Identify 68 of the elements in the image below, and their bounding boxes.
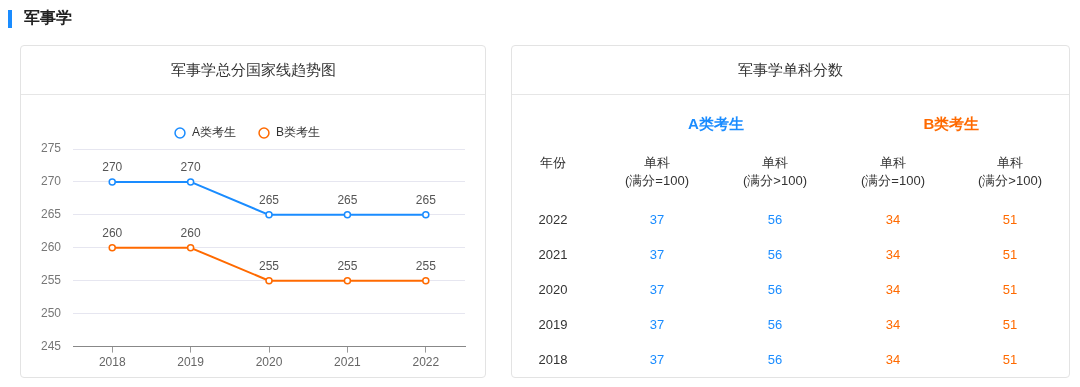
legend-label: A类考生 <box>192 125 237 140</box>
data-label: 255 <box>415 259 437 274</box>
data-label: 265 <box>259 193 280 208</box>
data-label: 37 <box>648 281 666 299</box>
legend-label: B类考生 <box>276 125 321 140</box>
data-label: 255 <box>337 259 358 274</box>
point <box>265 211 273 219</box>
data-label: 51 <box>1001 246 1019 264</box>
chart-title: 军事学总分国家线趋势图 <box>21 46 485 95</box>
point <box>422 276 430 285</box>
data-label: 37 <box>648 351 666 369</box>
x-tick-label: 单科 (满分>100) <box>742 154 808 190</box>
data-label: 56 <box>766 246 784 264</box>
data-label: 260 <box>102 226 123 241</box>
x-tick-label: 单科 (满分=100) <box>624 154 690 190</box>
data-label: 37 <box>648 246 666 264</box>
x-tick-label: 2018 <box>98 355 126 370</box>
data-label: 56 <box>766 281 784 299</box>
data-label: 51 <box>1001 281 1019 299</box>
x-tick-label: 单科 (满分>100) <box>977 154 1043 190</box>
data-label: 51 <box>1001 351 1019 369</box>
data-label: 34 <box>884 351 902 369</box>
data-label: 255 <box>259 259 280 274</box>
x-tick-label: 2022 <box>412 355 440 370</box>
text: 年份 <box>539 154 567 172</box>
y-tick-label: 2019 <box>537 316 569 334</box>
y-tick-label: 260 <box>40 240 62 255</box>
y-tick-label: 265 <box>40 207 62 222</box>
y-tick-label: 245 <box>40 338 62 353</box>
y-tick-label: 2022 <box>537 211 569 229</box>
x-tick-label: 2021 <box>334 355 362 370</box>
point <box>186 244 195 252</box>
data-label: 34 <box>884 281 902 299</box>
data-label: 270 <box>102 160 123 175</box>
data-label: 260 <box>180 226 201 241</box>
text: 军事学 <box>23 8 72 28</box>
data-label: 56 <box>766 211 784 229</box>
text: B类考生 <box>922 115 981 133</box>
y-tick-label: 2020 <box>537 281 569 299</box>
text: A类考生 <box>687 115 745 133</box>
point <box>108 244 116 252</box>
chart-title: 军事学单科分数 <box>512 46 1069 95</box>
point <box>422 211 430 219</box>
data-label: 34 <box>884 316 902 334</box>
x-tick-label: 单科 (满分=100) <box>860 154 926 190</box>
x-tick-label: 2020 <box>255 355 283 370</box>
data-label: 56 <box>766 351 784 369</box>
point <box>186 178 195 186</box>
data-label: 37 <box>648 211 666 229</box>
data-label: 34 <box>884 211 902 229</box>
x-tick-label: 2019 <box>177 355 205 370</box>
y-tick-label: 2021 <box>537 246 569 264</box>
point <box>108 178 116 186</box>
y-tick-label: 275 <box>40 141 62 156</box>
data-label: 37 <box>648 316 666 334</box>
data-label: 270 <box>180 160 201 175</box>
data-label: 51 <box>1001 316 1019 334</box>
data-label: 265 <box>337 193 358 208</box>
data-label: 265 <box>415 193 437 208</box>
data-label: 56 <box>766 316 784 334</box>
data-label: 34 <box>884 246 902 264</box>
data-label: 51 <box>1001 211 1019 229</box>
y-tick-label: 250 <box>40 305 62 320</box>
point <box>343 276 352 285</box>
point <box>265 276 273 285</box>
y-tick-label: 270 <box>40 174 62 189</box>
point <box>343 211 352 219</box>
y-tick-label: 255 <box>40 273 62 288</box>
